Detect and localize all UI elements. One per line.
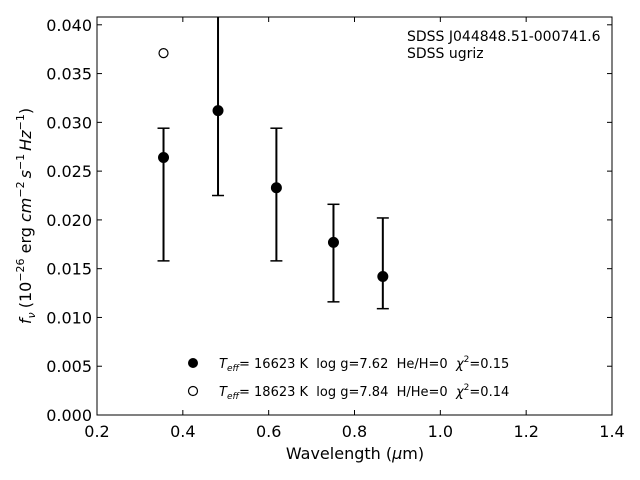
legend-marker-open <box>187 385 199 397</box>
x-tick-label: 1.2 <box>513 422 538 441</box>
plot-frame <box>96 16 613 416</box>
legend-entry-1: Teff= 16623 K log g=7.62 He/H=0 χ2=0.15 <box>219 355 509 374</box>
y-tick-label: 0.035 <box>46 65 92 84</box>
y-tick-label: 0.020 <box>46 211 92 230</box>
y-tick-label: 0.005 <box>46 357 92 376</box>
x-axis-title: Wavelength (μm) <box>286 444 424 463</box>
x-tick-label: 0.2 <box>84 422 109 441</box>
x-tick-label: 1.0 <box>428 422 453 441</box>
y-tick-label: 0.025 <box>46 162 92 181</box>
legend: Teff= 16623 K log g=7.62 He/H=0 χ2=0.15 … <box>187 355 509 402</box>
legend-entry-2: Teff= 18623 K log g=7.84 H/He=0 χ2=0.14 <box>219 383 509 402</box>
data-point-open <box>158 47 169 59</box>
data-point-filled <box>270 182 282 194</box>
y-tick-label: 0.040 <box>46 16 92 35</box>
error-bars <box>157 17 389 310</box>
annotation-object-name: SDSS J044848.51-000741.6 <box>407 29 601 45</box>
x-tick-label: 1.4 <box>599 422 624 441</box>
legend-marker-filled <box>188 358 198 368</box>
data-point-filled <box>212 105 224 117</box>
annotation-filter-set: SDSS ugriz <box>407 46 484 62</box>
x-tick-label: 0.8 <box>342 422 367 441</box>
y-axis-title: fν(10−26 erg cm−2s−1Hz−1) <box>14 108 38 324</box>
x-tick-label: 0.6 <box>256 422 281 441</box>
data-points <box>158 47 389 282</box>
y-tick-label: 0.015 <box>46 260 92 279</box>
axis-ticks: 0.2 0.4 0.6 0.8 1.0 1.2 1.4 0.000 0.005 0.010 0.01… <box>46 16 625 441</box>
data-point-filled <box>377 270 389 282</box>
data-point-filled <box>327 236 339 248</box>
y-tick-label: 0.010 <box>46 308 92 327</box>
y-tick-label: 0.030 <box>46 113 92 132</box>
data-point-filled <box>158 151 170 163</box>
x-tick-label: 0.4 <box>170 422 195 441</box>
y-tick-label: 0.000 <box>46 406 92 425</box>
